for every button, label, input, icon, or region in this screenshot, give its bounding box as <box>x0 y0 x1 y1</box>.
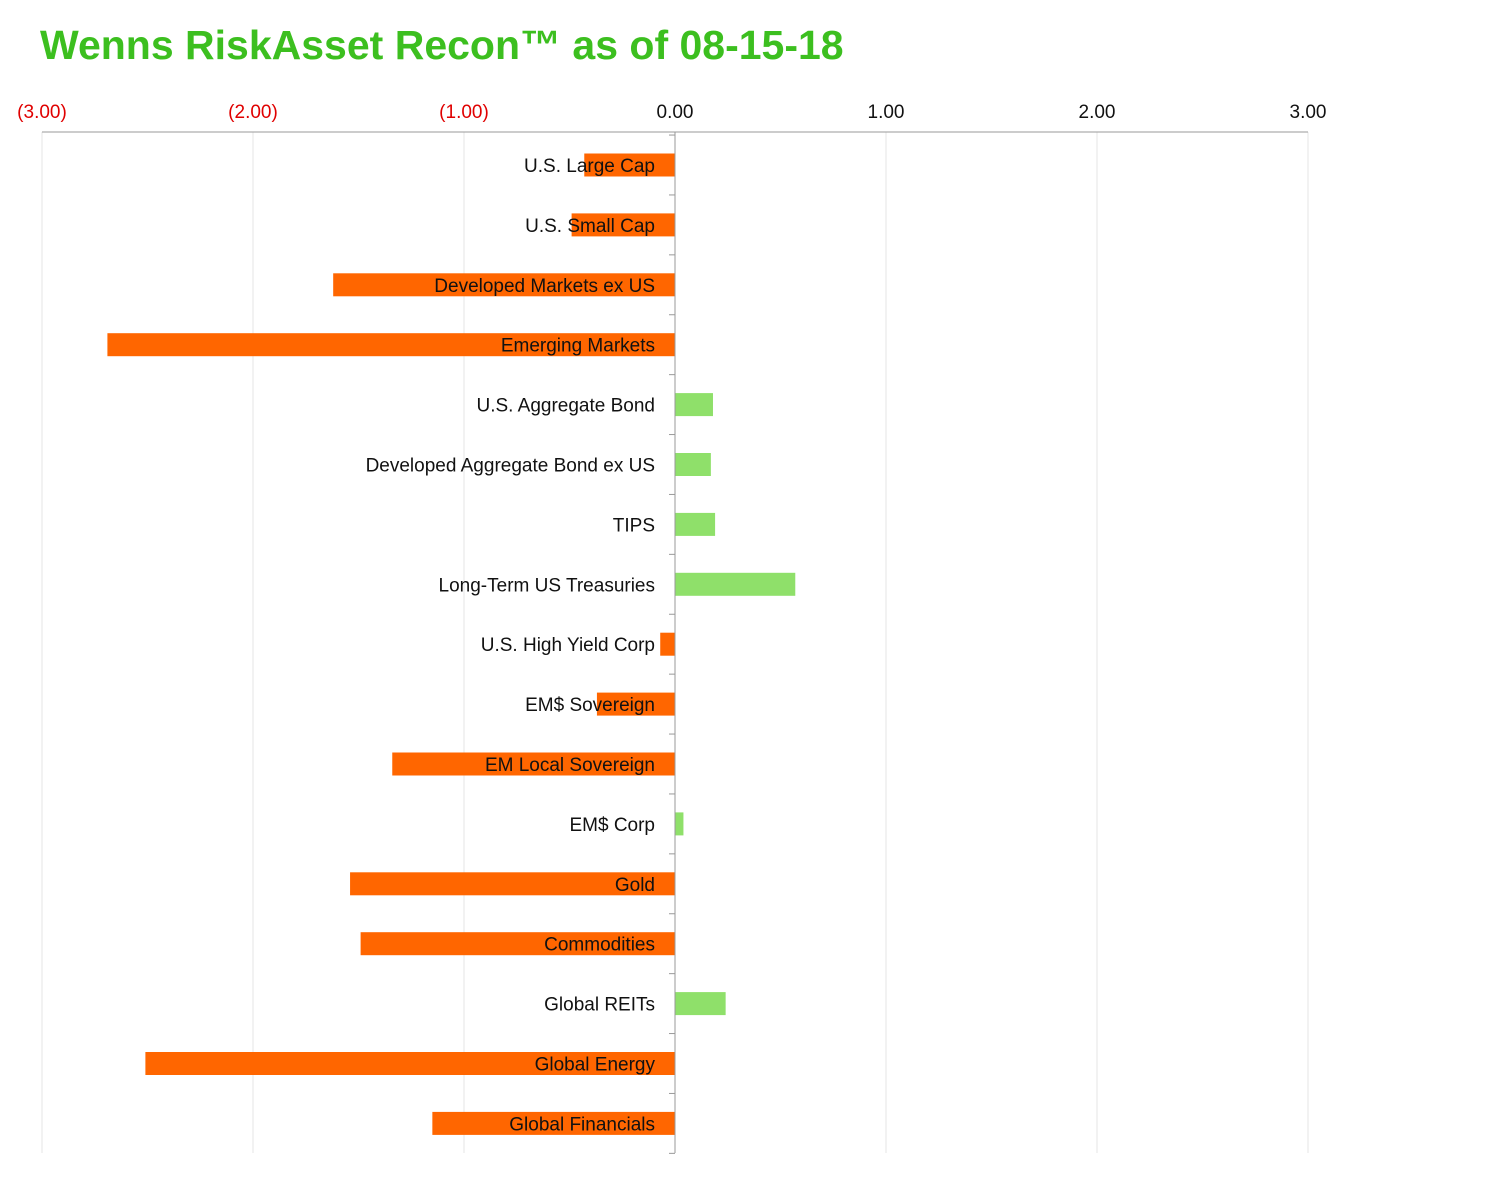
bar <box>145 1052 675 1075</box>
bar <box>350 872 675 896</box>
category-label: Global Energy <box>535 1055 656 1076</box>
bar <box>675 393 713 417</box>
category-label: U.S. Large Cap <box>524 156 655 177</box>
grid-lines <box>41 132 1309 1153</box>
bar <box>584 153 675 177</box>
category-label: Global REITs <box>544 995 655 1016</box>
bar <box>432 1111 675 1135</box>
category-label: TIPS <box>613 515 655 536</box>
category-labels: U.S. Large Cap U.S. Small Cap Developed Ma… <box>366 156 656 1135</box>
category-label: Emerging Markets <box>501 336 655 357</box>
x-tick-label: 1.00 <box>868 102 905 123</box>
category-label: Gold <box>615 875 655 896</box>
category-label: Commodities <box>544 935 655 956</box>
bar <box>660 632 675 656</box>
category-label: EM$ Corp <box>569 815 655 836</box>
category-label: EM$ Sovereign <box>525 695 655 716</box>
bar <box>596 692 675 716</box>
bars <box>107 153 796 1135</box>
bar <box>675 453 711 476</box>
x-axis-ticks: (3.00) (2.00) (1.00) 0.00 1.00 2.00 3.00 <box>17 102 1326 123</box>
x-tick-label: 3.00 <box>1290 102 1327 123</box>
bar <box>675 572 796 596</box>
bar <box>675 512 716 536</box>
category-label: U.S. Small Cap <box>525 216 655 237</box>
bar <box>333 273 675 297</box>
x-tick-label: 2.00 <box>1079 102 1116 123</box>
bar <box>675 812 684 836</box>
category-label: EM Local Sovereign <box>485 755 655 776</box>
category-label: Long-Term US Treasuries <box>439 575 655 596</box>
x-tick-label: (3.00) <box>17 102 67 123</box>
bar <box>107 333 675 357</box>
bar <box>360 932 675 956</box>
x-tick-label: (2.00) <box>228 102 278 123</box>
x-tick-label: (1.00) <box>439 102 489 123</box>
category-label: U.S. Aggregate Bond <box>476 396 655 417</box>
category-label: Developed Markets ex US <box>434 276 655 297</box>
zero-axis <box>42 131 1308 1154</box>
category-label: Developed Aggregate Bond ex US <box>366 456 655 477</box>
category-label: U.S. High Yield Corp <box>481 635 655 656</box>
bar <box>392 752 675 776</box>
category-label: Global Financials <box>509 1114 655 1135</box>
x-tick-label: 0.00 <box>657 102 694 123</box>
bar <box>571 213 675 237</box>
chart-title: Wenns RiskAsset Recon™ as of 08-15-18 <box>40 22 844 68</box>
bar <box>675 992 726 1016</box>
